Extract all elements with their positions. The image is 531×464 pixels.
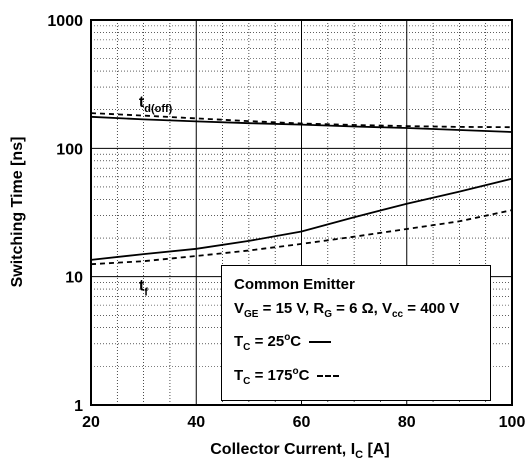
x-tick-label: 40 (187, 414, 205, 431)
solid-line-swatch (309, 341, 332, 344)
legend-dashed-entry: TC = 175oC (234, 366, 340, 387)
series-line-0 (90, 115, 513, 133)
curve-annotations: td(off) tf (139, 94, 173, 299)
series-line-2 (90, 177, 513, 261)
x-tick-label: 80 (398, 414, 416, 431)
legend-title: Common Emitter (234, 276, 355, 293)
curve-label: td(off) (139, 94, 173, 115)
curve-label: tf (139, 278, 148, 299)
x-tick-label: 60 (293, 414, 311, 431)
plot-frame (90, 19, 513, 406)
series-line-3 (90, 209, 513, 266)
legend-conditions: VGE = 15 V, RG = 6 Ω, Vcc = 400 V (234, 300, 460, 320)
y-axis-label: Switching Time [ns] (9, 137, 26, 288)
chart-series (90, 112, 513, 266)
y-tick-label: 1 (74, 398, 83, 415)
x-tick-label: 100 (499, 414, 526, 431)
x-tick-label: 20 (82, 414, 100, 431)
x-axis-label: Collector Current, IC [A] (210, 441, 390, 461)
tick-labels: 20 40 60 80 100 1 10 100 1000 (47, 13, 525, 431)
y-tick-label: 100 (56, 141, 83, 158)
legend-solid-entry: TC = 25oC (234, 332, 332, 353)
y-tick-label: 1000 (47, 13, 83, 30)
y-tick-label: 10 (65, 270, 83, 287)
dashed-line-swatch (317, 375, 340, 378)
legend-box: Common Emitter VGE = 15 V, RG = 6 Ω, Vcc… (221, 265, 491, 401)
series-line-1 (90, 112, 513, 129)
